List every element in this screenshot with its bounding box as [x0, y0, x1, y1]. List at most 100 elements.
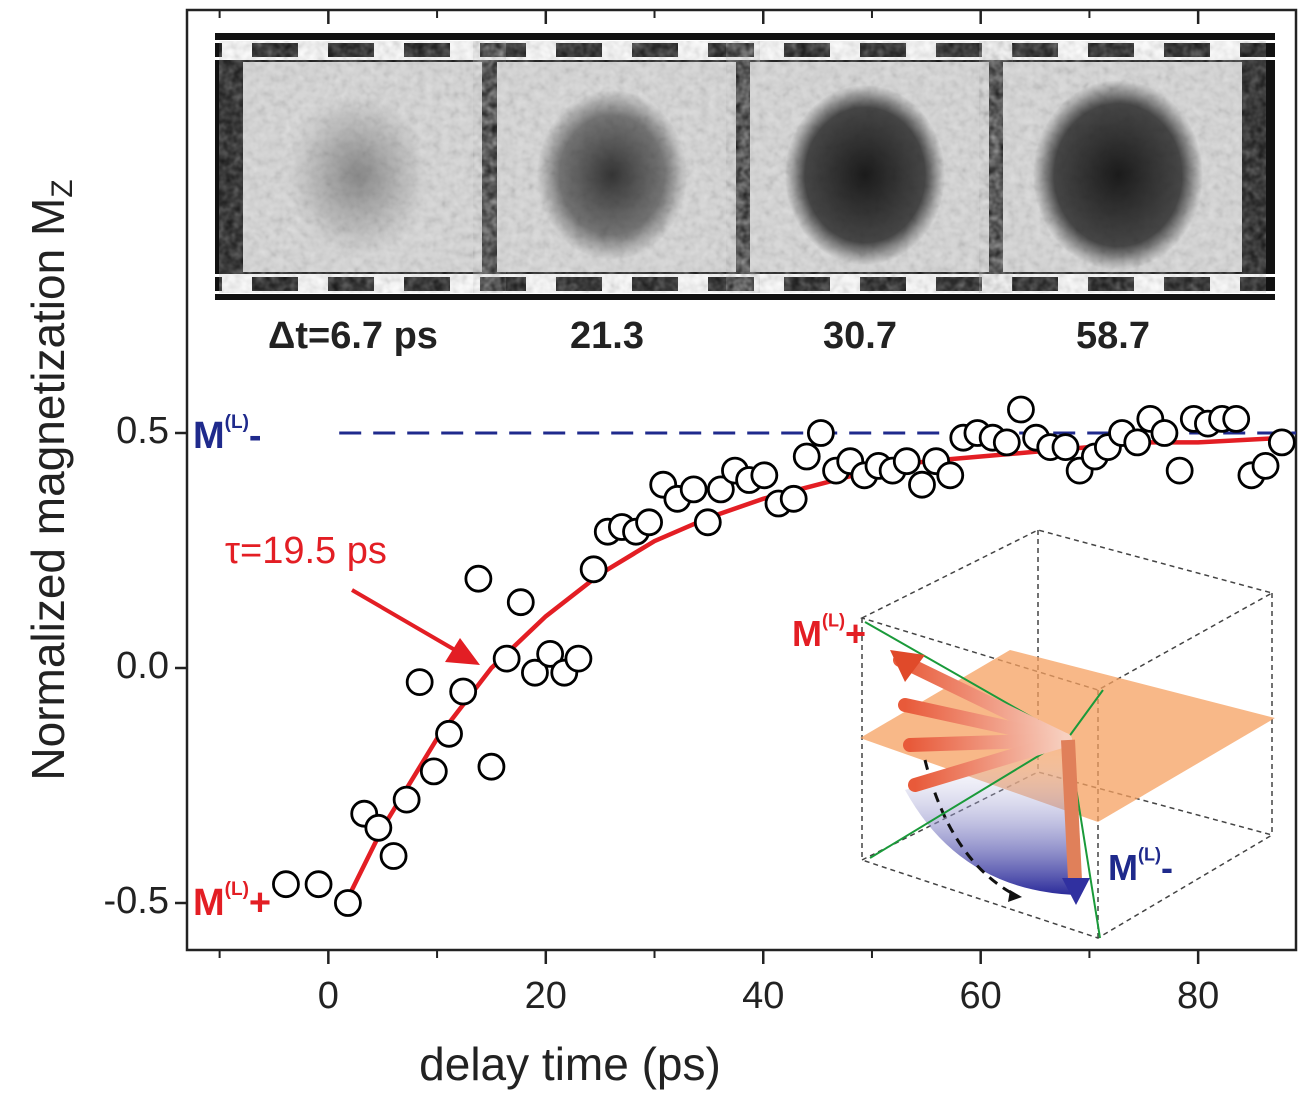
data-point — [364, 813, 393, 842]
sprocket — [678, 43, 708, 57]
data-point — [579, 555, 608, 584]
sprocket — [830, 277, 860, 291]
data-point — [477, 752, 506, 781]
sprocket — [222, 277, 252, 291]
sprocket — [830, 43, 860, 57]
frame-label: 30.7 — [823, 315, 897, 357]
frame-label: 21.3 — [570, 315, 644, 357]
y-tick-label: -0.5 — [104, 880, 169, 922]
level-label: M(L)+ — [792, 610, 866, 653]
label-text: M — [193, 882, 225, 924]
x-axis-label: delay time (ps) — [419, 1038, 721, 1090]
data-point — [750, 461, 779, 490]
label-sign: - — [1161, 847, 1173, 888]
level-label: M(L)+ — [193, 879, 271, 924]
y-label-sub: Z — [46, 179, 79, 197]
data-point — [379, 842, 408, 870]
data-point — [792, 442, 821, 471]
sprocket — [906, 277, 936, 291]
data-point — [1251, 451, 1280, 480]
sprocket — [450, 277, 480, 291]
data-point — [1150, 419, 1179, 447]
sprocket — [754, 277, 784, 291]
sprocket — [602, 277, 632, 291]
y-label-text: Normalized magnetization M — [22, 198, 74, 781]
label-sup: (L) — [225, 879, 249, 900]
data-point — [435, 719, 463, 748]
frame-blob — [288, 95, 428, 255]
sprocket — [222, 43, 252, 57]
data-point — [1165, 456, 1194, 485]
label-sup: (L) — [822, 610, 845, 630]
label-sign: + — [249, 882, 271, 924]
data-point — [392, 785, 421, 814]
frame-blob — [1033, 80, 1203, 270]
data-point — [334, 889, 362, 917]
data-point — [992, 428, 1021, 457]
inset-3d — [859, 529, 1275, 939]
data-point — [272, 870, 300, 899]
label-text: M — [792, 613, 822, 654]
data-point — [536, 640, 565, 668]
y-tick-label: 0.5 — [116, 410, 169, 452]
label-sup: (L) — [1138, 844, 1161, 864]
data-point — [449, 677, 478, 706]
data-point — [892, 447, 921, 476]
fit-arrow — [350, 588, 457, 652]
sprocket — [906, 43, 936, 57]
frame-blob — [537, 90, 687, 260]
fit-arrowhead — [445, 638, 480, 665]
data-point — [706, 475, 735, 504]
sprocket — [298, 277, 328, 291]
data-point — [1051, 433, 1080, 462]
sprocket — [526, 277, 556, 291]
x-tick-label: 80 — [1177, 975, 1219, 1017]
sprocket — [1058, 43, 1088, 57]
data-point — [464, 564, 493, 593]
sprocket — [1210, 43, 1240, 57]
label-sup: (L) — [225, 412, 249, 433]
label-sign: - — [249, 415, 262, 457]
x-tick-label: 60 — [960, 975, 1002, 1017]
film-strip — [215, 33, 1275, 300]
sprocket — [982, 277, 1012, 291]
frame-label: 58.7 — [1076, 315, 1150, 357]
sprocket — [1058, 277, 1088, 291]
level-label: M(L)- — [193, 412, 262, 457]
y-tick-label: 0.0 — [116, 645, 169, 687]
data-point — [936, 461, 965, 490]
sprocket — [602, 43, 632, 57]
sprocket — [1134, 277, 1164, 291]
sprocket — [982, 43, 1012, 57]
data-point — [405, 668, 434, 696]
x-tick-label: 0 — [318, 975, 339, 1017]
fit-label: τ=19.5 ps — [225, 530, 387, 572]
data-point — [693, 508, 722, 537]
sprocket — [374, 277, 404, 291]
x-tick-label: 20 — [525, 975, 567, 1017]
sprocket — [526, 43, 556, 57]
frame-blob — [785, 85, 945, 265]
data-point — [506, 588, 535, 617]
data-point — [635, 508, 663, 537]
data-point — [1267, 428, 1296, 457]
sprocket — [754, 43, 784, 57]
data-point — [304, 870, 333, 899]
data-point — [779, 484, 808, 513]
data-point — [1123, 428, 1152, 457]
data-point — [564, 644, 593, 673]
data-point — [1222, 404, 1251, 433]
frame-label: Δt=6.7 ps — [268, 315, 438, 357]
level-label: M(L)- — [1108, 844, 1173, 887]
data-point — [806, 419, 835, 447]
data-point — [908, 470, 936, 499]
label-text: M — [1108, 847, 1138, 888]
fit-line — [348, 435, 1286, 895]
x-tick-label: 40 — [742, 975, 784, 1017]
sprocket — [1134, 43, 1164, 57]
plot-frame — [185, 8, 1298, 952]
data-point — [419, 757, 448, 786]
data-point — [492, 644, 521, 673]
sprocket — [678, 277, 708, 291]
